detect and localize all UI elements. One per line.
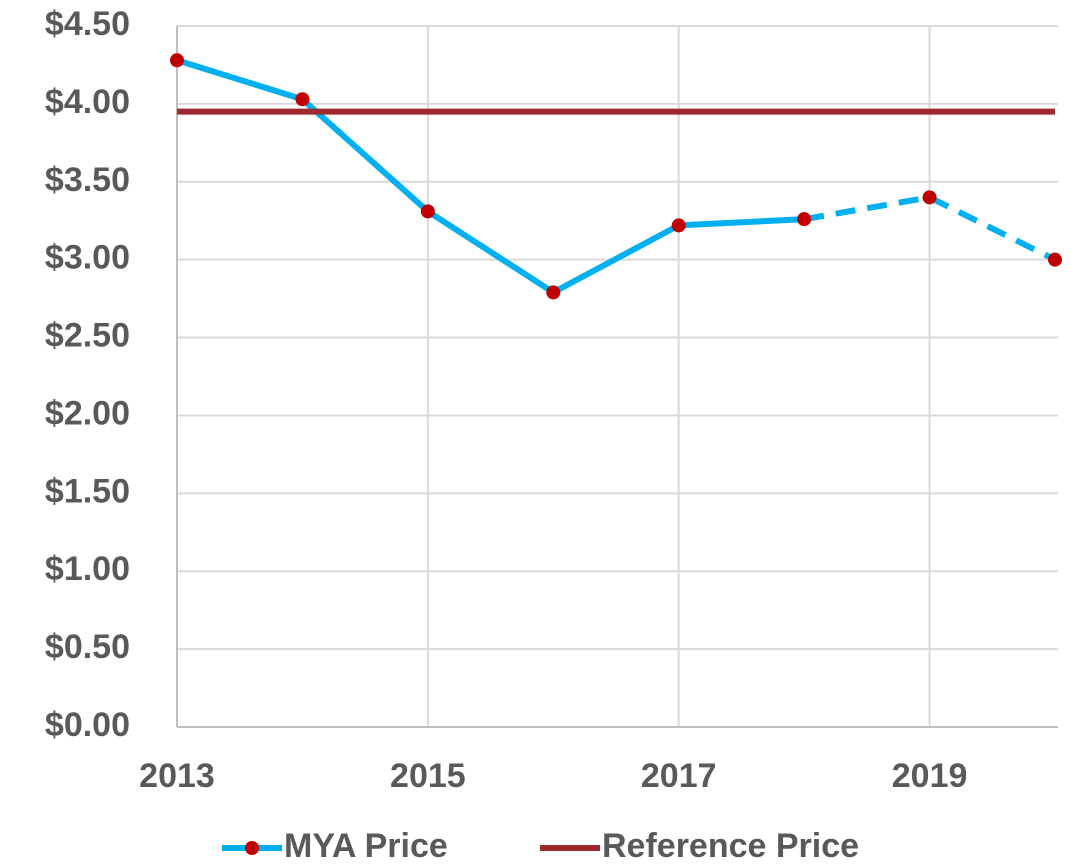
- marker: [420, 204, 435, 219]
- marker: [546, 285, 561, 300]
- y-tick-label: $1.00: [45, 550, 130, 588]
- series-line: [803, 194, 1057, 263]
- y-tick-label: $0.00: [45, 706, 130, 744]
- legend-marker: [245, 841, 259, 855]
- legend-label: MYA Price: [284, 827, 448, 865]
- legend-label: Reference Price: [602, 827, 859, 865]
- y-tick-label: $3.00: [45, 239, 130, 277]
- marker: [295, 92, 310, 107]
- y-tick-label: $1.50: [45, 472, 130, 510]
- x-tick-label: 2013: [139, 757, 215, 795]
- y-tick-label: $4.50: [45, 5, 130, 43]
- y-tick-label: $0.50: [45, 628, 130, 666]
- y-tick-label: $2.00: [45, 394, 130, 432]
- series-line: [176, 57, 805, 296]
- marker: [797, 212, 812, 227]
- y-tick-label: $2.50: [45, 317, 130, 355]
- x-tick-label: 2017: [641, 757, 717, 795]
- marker: [922, 190, 937, 205]
- x-tick-label: 2019: [892, 757, 968, 795]
- y-tick-label: $3.50: [45, 161, 130, 199]
- marker: [1048, 252, 1062, 267]
- y-tick-label: $4.00: [45, 83, 130, 121]
- marker: [671, 218, 686, 233]
- marker: [170, 53, 184, 68]
- x-tick-label: 2015: [390, 757, 466, 795]
